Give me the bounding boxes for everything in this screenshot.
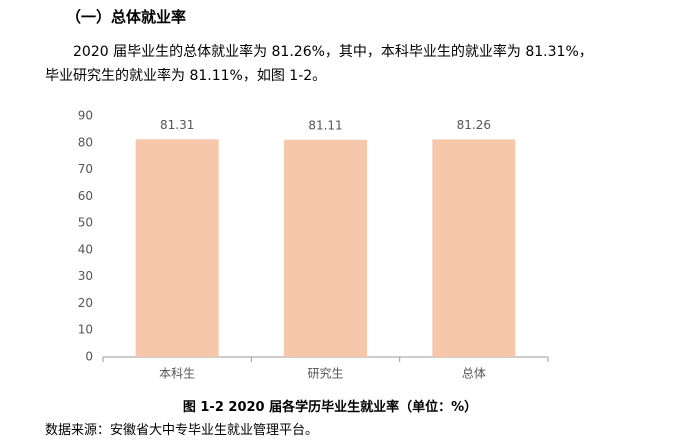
y-tick-label: 70 [78, 162, 93, 176]
bar [283, 139, 368, 357]
data-label: 81.31 [160, 118, 194, 132]
data-label: 81.11 [308, 118, 342, 132]
y-tick-label: 80 [78, 135, 93, 149]
y-tick-label: 10 [78, 323, 93, 337]
y-tick-label: 0 [85, 350, 93, 364]
chart: 0 10 20 30 40 50 60 70 80 90 本科生 81.31 研究生 81.11 总体 81.… [78, 109, 549, 381]
chart-title: 图 1-2 2020 届各学历毕业生就业率（单位：%） [182, 400, 478, 415]
x-tick-label: 本科生 [159, 367, 195, 381]
y-tick-label: 50 [78, 216, 93, 230]
y-tick-label: 60 [78, 189, 93, 203]
paragraph: 2020 届毕业生的总体就业率为 81.26%，其中，本科毕业生的就业率为 81… [45, 44, 593, 84]
y-tick-label: 40 [78, 242, 93, 256]
x-tick-label: 总体 [462, 367, 486, 381]
source-note: 数据来源：安徽省大中专毕业生就业管理平台。 [45, 423, 319, 438]
x-tick-label: 研究生 [307, 366, 343, 381]
y-tick-label: 90 [78, 109, 93, 123]
bar [432, 139, 516, 357]
section-heading: （一）总体就业率 [66, 8, 187, 26]
data-label: 81.26 [457, 118, 491, 132]
y-tick-label: 30 [78, 269, 93, 283]
y-tick-label: 20 [78, 296, 93, 310]
bar [135, 139, 219, 357]
